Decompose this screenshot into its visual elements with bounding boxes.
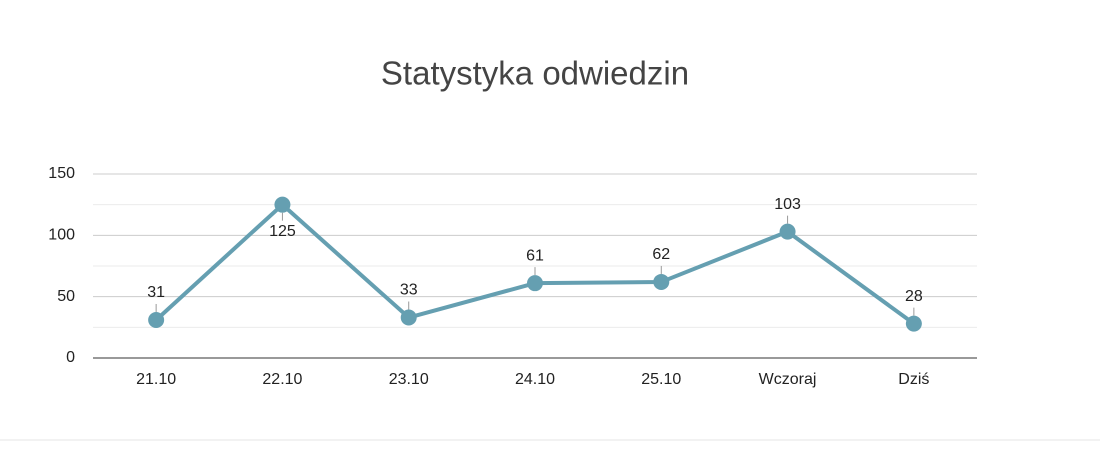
data-label: 28 [905,288,923,305]
data-label: 125 [269,223,296,240]
point [905,315,922,332]
x-tick-label: 24.10 [515,371,555,388]
data-label: 61 [526,247,544,264]
y-tick-label: 100 [48,227,75,244]
x-tick-label: Dziś [898,371,929,388]
x-tick-label: 25.10 [641,371,681,388]
chart-title: Statystyka odwiedzin [381,55,689,92]
data-label: 31 [147,284,165,301]
y-tick-label: 50 [57,288,75,305]
point [400,309,417,326]
point [274,196,291,213]
point [148,311,165,328]
y-tick-label: 0 [66,349,75,366]
y-tick-label: 150 [48,165,75,182]
data-label: 103 [774,196,801,213]
data-label: 62 [652,246,670,263]
x-tick-label: 21.10 [136,371,176,388]
x-tick-label: 23.10 [389,371,429,388]
data-label: 33 [400,282,418,299]
x-tick-label: Wczoraj [759,371,817,388]
point [653,273,670,290]
point [527,275,543,292]
x-tick-label: 22.10 [262,371,302,388]
point [779,223,796,240]
